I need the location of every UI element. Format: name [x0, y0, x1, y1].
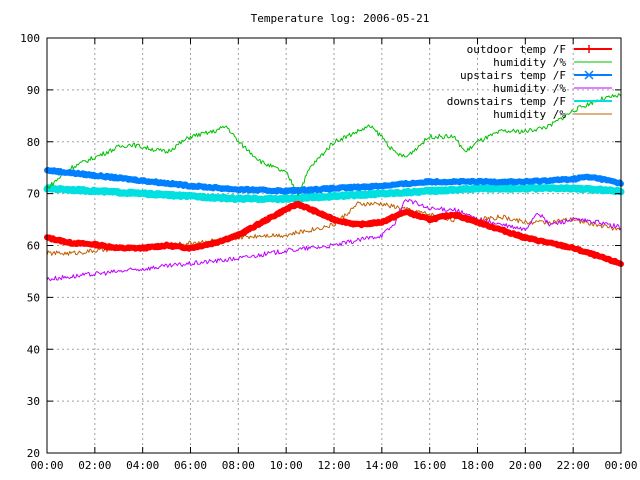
- legend-marker-0: [585, 45, 593, 53]
- x-tick-label: 20:00: [509, 459, 542, 472]
- legend-label-1: humidity /%: [493, 56, 566, 69]
- series-line-0: [44, 200, 624, 267]
- x-tick-label: 16:00: [413, 459, 446, 472]
- y-tick-label: 50: [27, 291, 40, 304]
- legend-label-2: upstairs temp /F: [460, 69, 566, 82]
- x-tick-label: 00:00: [604, 459, 637, 472]
- x-tick-label: 18:00: [461, 459, 494, 472]
- series-line-4: [43, 184, 625, 204]
- y-tick-label: 20: [27, 447, 40, 460]
- legend-label-5: humidity /%: [493, 108, 566, 121]
- series-line-2: [44, 167, 624, 195]
- axis-layer: 20 30 40 50 60 70 80 90 100 00:00 02:00 04:00 06:00 0…: [20, 32, 637, 472]
- x-tick-label: 12:00: [317, 459, 350, 472]
- y-tick-label: 90: [27, 84, 40, 97]
- y-tick-label: 60: [27, 240, 40, 253]
- y-tick-label: 80: [27, 136, 40, 149]
- chart-title: Temperature log: 2006-05-21: [251, 12, 430, 25]
- x-tick-label: 06:00: [174, 459, 207, 472]
- x-tick-label: 14:00: [365, 459, 398, 472]
- x-tick-label: 00:00: [30, 459, 63, 472]
- x-tick-label: 22:00: [557, 459, 590, 472]
- legend-label-4: downstairs temp /F: [447, 95, 566, 108]
- y-tick-label: 100: [20, 32, 40, 45]
- x-tick-label: 04:00: [126, 459, 159, 472]
- series-line-3: [46, 199, 622, 282]
- series-line-1: [46, 93, 622, 196]
- legend-marker-2: [584, 70, 594, 80]
- y-tick-label: 30: [27, 395, 40, 408]
- y-tick-label: 40: [27, 343, 40, 356]
- legend-label-0: outdoor temp /F: [467, 43, 566, 56]
- legend-label-3: humidity /%: [493, 82, 566, 95]
- y-tick-label: 70: [27, 188, 40, 201]
- x-tick-label: 02:00: [78, 459, 111, 472]
- x-tick-label: 08:00: [222, 459, 255, 472]
- x-tick-label: 10:00: [270, 459, 303, 472]
- series-layer: [43, 93, 625, 282]
